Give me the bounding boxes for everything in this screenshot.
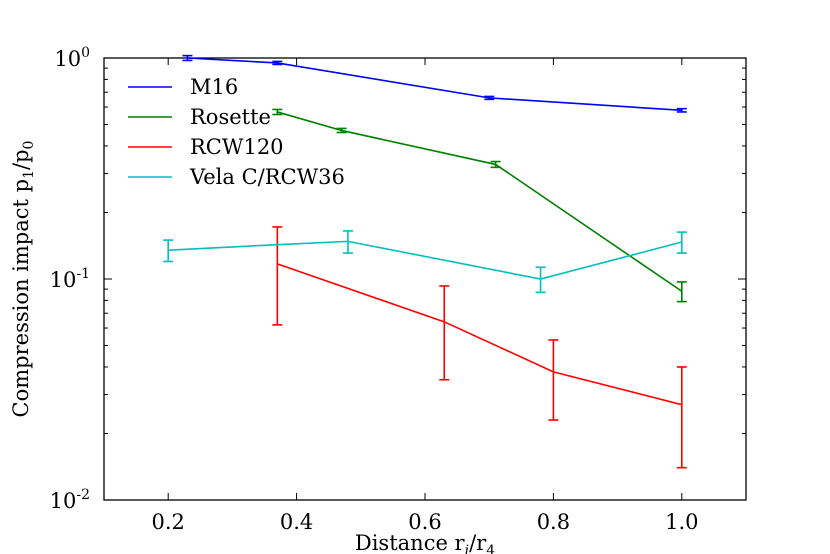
y-axis-label: Compression impact p1/p0	[9, 141, 37, 418]
y-tick-label: 10-1	[50, 266, 90, 292]
series-line-m16	[187, 57, 682, 112]
x-tick-label: 0.6	[408, 510, 441, 534]
tick-group: 0.2 0.4 0.6 0.8 1.0 100 10-1 10-2	[50, 45, 746, 534]
series-line-rcw120	[277, 263, 682, 406]
plot-frame	[103, 57, 747, 501]
legend: M16 Rosette RCW120 Vela C/RCW36	[128, 75, 345, 189]
x-tick-label: 0.2	[151, 510, 184, 534]
legend-label-rosette: Rosette	[190, 105, 271, 129]
series-group	[163, 54, 687, 469]
x-tick-label: 0.8	[537, 510, 570, 534]
series-line-rosette	[277, 111, 683, 292]
legend-label-m16: M16	[190, 75, 238, 99]
y-tick-label: 10-2	[50, 487, 90, 513]
legend-label-rcw120: RCW120	[190, 135, 284, 159]
x-axis-label: Distance ri/r4	[355, 531, 495, 554]
x-tick-label: 0.4	[280, 510, 313, 534]
y-tick-label: 100	[54, 45, 90, 71]
legend-label-vela-c-rcw36: Vela C/RCW36	[189, 165, 345, 189]
x-tick-label: 1.0	[665, 510, 698, 534]
